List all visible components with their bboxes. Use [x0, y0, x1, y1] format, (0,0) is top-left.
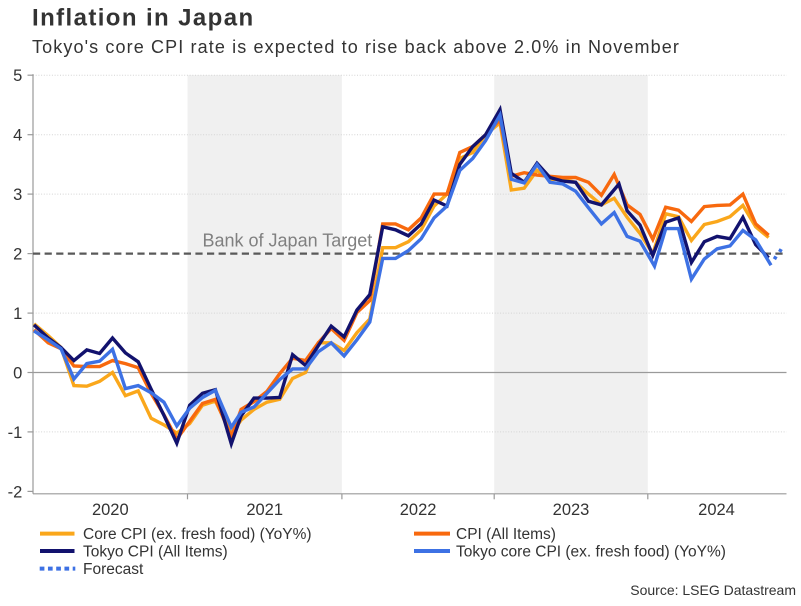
svg-text:Tokyo's core CPI rate is expec: Tokyo's core CPI rate is expected to ris…: [32, 37, 680, 57]
svg-text:2: 2: [13, 246, 22, 264]
svg-text:2022: 2022: [400, 501, 437, 519]
svg-text:1: 1: [13, 305, 22, 323]
svg-text:Bank of Japan Target: Bank of Japan Target: [203, 231, 373, 251]
svg-text:Tokyo core CPI (ex. fresh food: Tokyo core CPI (ex. fresh food) (YoY%): [456, 544, 726, 561]
svg-text:5: 5: [13, 67, 22, 85]
svg-text:-1: -1: [8, 424, 23, 442]
svg-text:Forecast: Forecast: [83, 561, 144, 578]
svg-text:2021: 2021: [246, 501, 283, 519]
svg-text:-2: -2: [8, 483, 23, 501]
svg-text:2024: 2024: [698, 501, 735, 519]
svg-text:4: 4: [13, 127, 22, 145]
svg-text:0: 0: [13, 364, 22, 382]
svg-text:2020: 2020: [92, 501, 129, 519]
svg-text:Core CPI (ex. fresh food) (YoY: Core CPI (ex. fresh food) (YoY%): [83, 526, 312, 543]
svg-text:3: 3: [13, 186, 22, 204]
svg-text:Tokyo CPI (All Items): Tokyo CPI (All Items): [83, 544, 228, 561]
svg-text:2023: 2023: [553, 501, 590, 519]
svg-text:Source: LSEG Datastream: Source: LSEG Datastream: [630, 582, 796, 598]
svg-text:CPI (All Items): CPI (All Items): [456, 526, 556, 543]
svg-text:Inflation in Japan: Inflation in Japan: [32, 4, 255, 31]
